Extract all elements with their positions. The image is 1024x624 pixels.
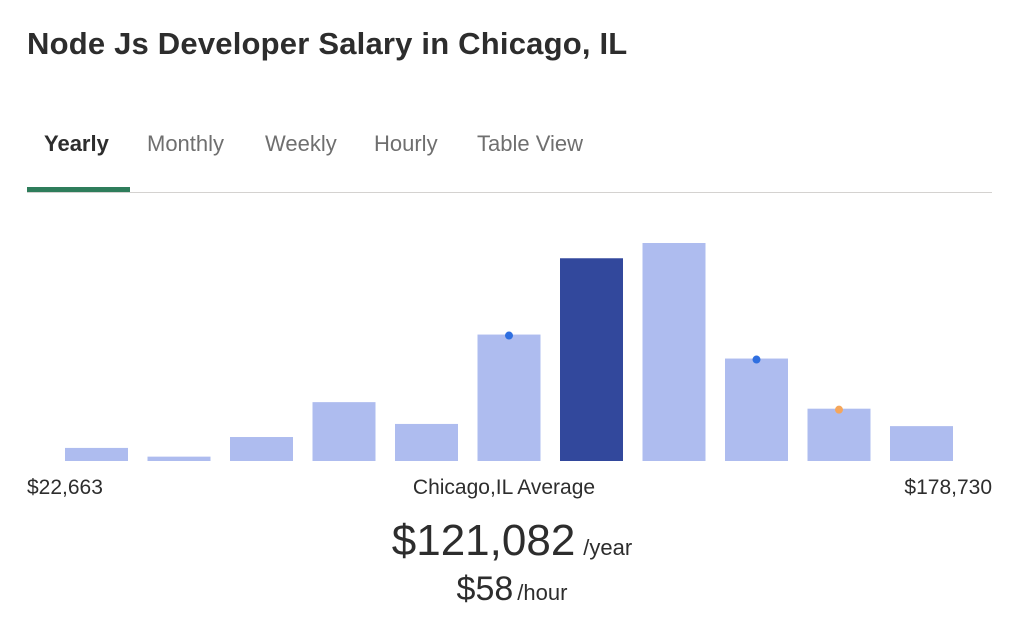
yearly-average: $121,082/year <box>0 516 1024 566</box>
active-tab-indicator <box>27 187 130 192</box>
hourly-average: $58/hour <box>0 570 1024 609</box>
blue-marker-dot <box>505 331 513 340</box>
tab-hourly[interactable]: Hourly <box>374 131 438 156</box>
yearly-amount: $121,082 <box>391 516 576 565</box>
tab-table-view[interactable]: Table View <box>477 131 583 156</box>
page-title: Node Js Developer Salary in Chicago, IL <box>27 26 628 61</box>
salary-bar[interactable] <box>395 423 458 461</box>
salary-bar[interactable] <box>312 402 376 461</box>
hourly-amount: $58 <box>456 570 514 608</box>
salary-period-tabs: Yearly Monthly Weekly Hourly Table View <box>27 118 992 193</box>
salary-bar[interactable] <box>147 456 211 461</box>
salary-bar[interactable] <box>477 334 541 461</box>
salary-bar[interactable] <box>65 447 128 461</box>
salary-distribution-chart <box>65 243 953 461</box>
salary-bar[interactable] <box>807 408 871 461</box>
min-salary-label: $22,663 <box>27 476 103 499</box>
tab-weekly[interactable]: Weekly <box>265 131 337 156</box>
salary-bar[interactable] <box>890 426 953 461</box>
blue-marker-dot <box>752 355 761 364</box>
orange-marker-dot <box>835 405 843 414</box>
hourly-unit: /hour <box>517 580 568 605</box>
tab-yearly[interactable]: Yearly <box>44 131 109 156</box>
yearly-unit: /year <box>583 535 633 560</box>
salary-bar[interactable] <box>642 243 706 461</box>
salary-bar[interactable] <box>230 437 293 461</box>
salary-bar[interactable] <box>725 358 788 461</box>
max-salary-label: $178,730 <box>904 476 992 499</box>
tab-monthly[interactable]: Monthly <box>147 131 225 156</box>
average-label: Chicago,IL Average <box>412 476 596 499</box>
salary-bar-average[interactable] <box>560 258 623 461</box>
